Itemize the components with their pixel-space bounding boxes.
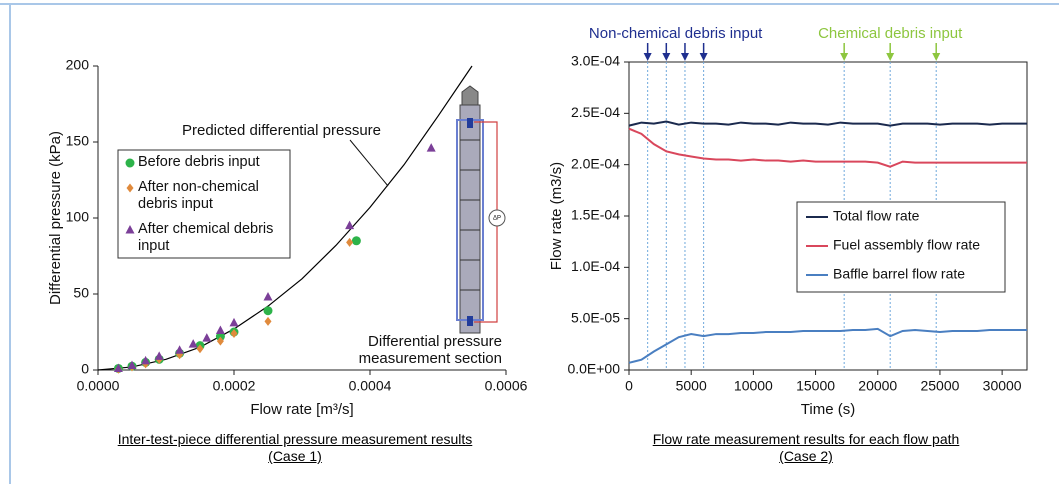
- event-arrowhead: [680, 53, 689, 61]
- x-tick-label: 0.0004: [349, 378, 392, 394]
- event-arrowhead: [886, 53, 895, 61]
- point: [229, 317, 239, 327]
- x-tick-label: 10000: [734, 378, 773, 394]
- legend-marker: [125, 225, 135, 234]
- y-tick-label: 2.5E-04: [571, 104, 620, 120]
- y-tick-label: 50: [73, 285, 89, 301]
- event-arrowhead: [840, 53, 849, 61]
- point: [264, 316, 272, 326]
- legend-label: After non-chemical debris input: [138, 179, 259, 212]
- y-axis-label: Differential pressure (kPa): [47, 131, 64, 305]
- event-arrowhead: [662, 53, 671, 61]
- legend-label: Baffle barrel flow rate: [833, 266, 965, 282]
- point: [202, 333, 212, 342]
- point: [426, 143, 436, 152]
- legend-label: Before debris input: [138, 154, 260, 170]
- point: [113, 363, 123, 372]
- series-line: [628, 127, 1027, 168]
- point: [127, 360, 137, 369]
- y-tick-label: 0: [81, 361, 89, 377]
- event-label: Non-chemical debris input: [589, 25, 763, 42]
- legend-label: Total flow rate: [833, 208, 920, 224]
- caption: Inter-test-piece differential pressure m…: [117, 431, 473, 447]
- point: [188, 339, 198, 348]
- point: [230, 329, 238, 339]
- x-tick-label: 20000: [858, 378, 897, 394]
- event-arrowhead: [699, 53, 708, 61]
- legend-label: Fuel assembly flow rate: [833, 237, 980, 253]
- y-tick-label: 100: [66, 209, 90, 225]
- y-tick-label: 1.5E-04: [571, 207, 620, 223]
- annotation: Predicted differential pressure: [182, 122, 381, 139]
- series-line: [628, 327, 1027, 364]
- x-tick-label: 0.0002: [213, 378, 256, 394]
- legend-marker: [126, 183, 134, 193]
- point: [351, 236, 361, 246]
- point: [263, 292, 273, 301]
- annotation: Differential pressure measurement sectio…: [358, 333, 502, 367]
- x-tick-label: 0.0006: [485, 378, 528, 394]
- y-tick-label: 0.0E+00: [567, 361, 620, 377]
- point: [196, 344, 204, 354]
- y-tick-label: 5.0E-05: [571, 309, 620, 325]
- legend-box: [796, 201, 1006, 293]
- x-tick-label: 0: [625, 378, 633, 394]
- y-axis-label: Flow rate (m3/s): [548, 162, 565, 270]
- point: [216, 336, 224, 346]
- point: [346, 237, 354, 247]
- x-tick-label: 30000: [983, 378, 1022, 394]
- event-label: Chemical debris input: [818, 25, 963, 42]
- point: [345, 220, 355, 230]
- x-tick-label: 15000: [796, 378, 835, 394]
- x-axis-label: Flow rate [m³/s]: [250, 401, 353, 418]
- caption: Flow rate measurement results for each f…: [652, 431, 960, 447]
- point: [215, 332, 225, 342]
- assembly-diagram: [456, 85, 506, 334]
- x-tick-label: 0.0000: [77, 378, 120, 394]
- caption: (Case 1): [268, 448, 322, 464]
- legend-label: After chemical debris input: [138, 221, 274, 254]
- point: [141, 355, 151, 365]
- event-arrowhead: [643, 53, 652, 61]
- series-line: [628, 120, 1027, 127]
- event-arrowhead: [932, 53, 941, 61]
- x-tick-label: 25000: [920, 378, 959, 394]
- x-tick-label: 5000: [676, 378, 707, 394]
- x-axis-label: Time (s): [801, 401, 855, 418]
- legend-box: [117, 149, 291, 259]
- caption: (Case 2): [779, 448, 833, 464]
- y-tick-label: 3.0E-04: [571, 53, 620, 69]
- legend-marker: [125, 158, 135, 168]
- leader-line: [349, 139, 389, 187]
- point: [263, 306, 273, 316]
- point: [215, 325, 225, 334]
- point: [175, 345, 185, 354]
- point: [154, 351, 164, 360]
- annotation: ΔP: [493, 216, 501, 222]
- y-tick-label: 1.0E-04: [571, 258, 620, 274]
- y-tick-label: 200: [66, 57, 90, 73]
- y-tick-label: 150: [66, 133, 90, 149]
- y-tick-label: 2.0E-04: [571, 155, 620, 171]
